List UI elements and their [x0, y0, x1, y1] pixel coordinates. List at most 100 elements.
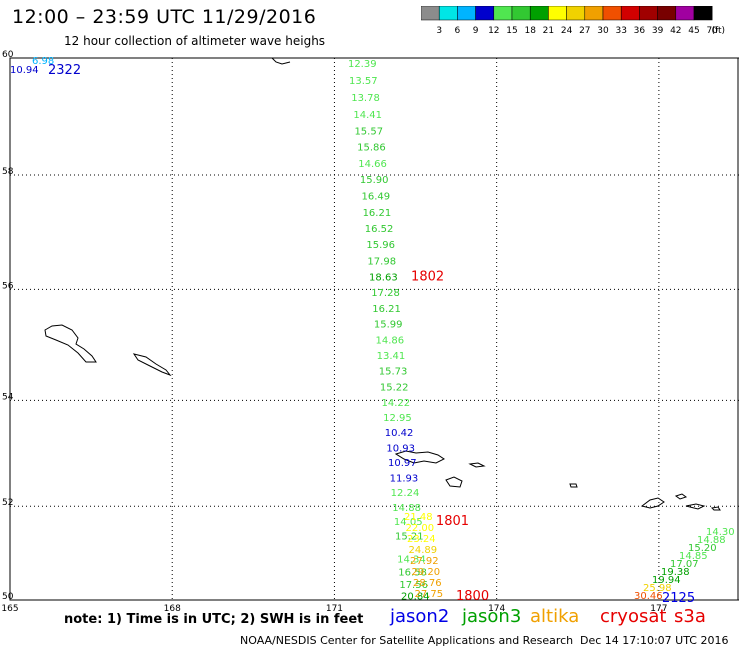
colorbar-tick-label: 21 [543, 26, 554, 36]
lat-tick-label: 58 [2, 167, 14, 177]
colorbar-tick-label: 18 [524, 26, 536, 36]
colorbar-swatch [639, 6, 658, 21]
colorbar-tick-label: 70 [706, 26, 718, 36]
colorbar-unit-label: (ft) [711, 26, 725, 36]
colorbar-swatch [475, 6, 495, 21]
colorbar-swatch [548, 6, 567, 21]
wave-height-label: 6.98 [32, 56, 54, 67]
wave-height-label: 15.22 [380, 383, 409, 394]
wave-height-label: 14.34 [397, 555, 426, 566]
wave-height-label: 30.46 [634, 591, 663, 602]
wave-height-label: 16.52 [365, 224, 394, 235]
colorbar-tick-label: 33 [615, 26, 626, 36]
colorbar-tick-label: 15 [506, 26, 517, 36]
legend-s3a: s3a [674, 606, 706, 627]
colorbar-tick-label: 9 [473, 26, 479, 36]
colorbar-tick-label: 42 [670, 26, 681, 36]
wave-height-label: 13.78 [351, 93, 380, 104]
wave-height-label: 28.76 [413, 578, 442, 589]
wave-height-label: 23.24 [407, 534, 436, 545]
lat-tick-label: 60 [2, 50, 14, 60]
color-scale-legend: 3 6 9 12 15 18 21 24 27 30 33 36 39 42 45 70(ft) [421, 6, 725, 36]
wave-height-label: 20.84 [401, 591, 430, 602]
wave-height-label: 21.48 [404, 512, 433, 523]
track-time-label: 2125 [662, 591, 695, 606]
colorbar-swatch [620, 6, 640, 21]
footer-timestamp: Dec 14 17:10:07 UTC 2016 [580, 634, 729, 647]
wave-height-label: 12.95 [383, 413, 412, 424]
wave-height-label: 11.93 [390, 473, 419, 484]
wave-height-label: 27.92 [410, 556, 439, 567]
lat-tick-label: 52 [2, 498, 13, 508]
wave-height-label: 15.99 [374, 320, 403, 331]
wave-height-label: 18.63 [369, 272, 398, 283]
wave-height-label: 27.75 [415, 589, 444, 600]
colorbar-swatch [457, 6, 476, 21]
wave-height-label: 12.39 [348, 59, 377, 70]
colorbar-swatch [438, 6, 458, 21]
wave-height-label: 13.41 [377, 351, 406, 362]
wave-height-label: 14.88 [392, 503, 421, 514]
colorbar-swatch [675, 6, 695, 21]
lon-tick-label: 177 [650, 604, 667, 614]
colorbar-swatch [602, 6, 622, 21]
lon-tick-label: 174 [488, 604, 505, 614]
island-small-2 [569, 483, 578, 488]
wave-height-label: 16.49 [361, 191, 390, 202]
legend-cryosat: cryosat [600, 606, 667, 627]
colorbar-tick-label: 27 [579, 26, 590, 36]
lat-tick-label: 56 [2, 281, 14, 291]
colorbar-tick-label: 30 [597, 26, 609, 36]
lon-tick-label: 165 [1, 604, 18, 614]
wave-height-label: 15.73 [379, 367, 408, 378]
colorbar-swatch [657, 6, 677, 21]
track-time-label: 1800 [456, 589, 489, 604]
wave-height-label: 22.00 [406, 523, 435, 534]
colorbar-tick-label: 45 [688, 26, 699, 36]
wave-height-label: 24.89 [409, 545, 438, 556]
wave-height-label: 14.41 [353, 110, 382, 121]
page-title: 12:00 – 23:59 UTC 11/29/2016 [12, 6, 317, 28]
wave-height-label: 16.21 [363, 208, 392, 219]
lon-tick-label: 168 [164, 604, 181, 614]
island-rat-group [640, 497, 665, 509]
colorbar-swatch [529, 6, 549, 21]
colorbar-swatch [421, 6, 440, 21]
colorbar-tick-label: 6 [455, 26, 461, 36]
wave-height-label: 14.05 [394, 517, 423, 528]
wave-height-label: 19.94 [652, 575, 681, 586]
wave-height-label: 17.56 [399, 580, 428, 591]
wave-height-label: 14.30 [706, 527, 735, 538]
wave-height-label: 12.24 [391, 488, 420, 499]
wave-height-label: 10.42 [385, 428, 414, 439]
colorbar-tick-label: 36 [634, 26, 646, 36]
colorbar-swatch [566, 6, 586, 21]
wave-height-label: 10.94 [10, 65, 39, 76]
island-medny [132, 353, 172, 377]
track-time-label: 2322 [48, 63, 81, 78]
lon-tick-label: 171 [326, 604, 343, 614]
wave-height-label: 14.22 [381, 398, 410, 409]
units-note: note: 1) Time is in UTC; 2) SWH is in fe… [64, 612, 364, 627]
wave-height-label: 10.97 [388, 458, 417, 469]
island-agattu [445, 476, 463, 488]
map-frame [9, 57, 739, 601]
wave-height-label: 14.88 [697, 535, 726, 546]
island-small-1 [468, 462, 486, 468]
wave-height-label: 15.20 [688, 543, 717, 554]
legend-jason2: jason2 [390, 606, 450, 627]
page-subtitle: 12 hour collection of altimeter wave hei… [64, 34, 326, 48]
wave-height-label: 15.96 [366, 240, 395, 251]
coastline-layer [44, 57, 721, 511]
wave-height-label: 15.86 [357, 143, 386, 154]
wave-height-label: 14.85 [679, 551, 708, 562]
wave-height-label: 15.21 [395, 531, 424, 542]
lat-tick-label: 54 [2, 392, 14, 402]
island-kiska [685, 503, 706, 510]
wave-height-label: 10.93 [386, 443, 415, 454]
island-small-3 [674, 493, 688, 500]
track-time-label: 1801 [436, 514, 469, 529]
colorbar-tick-label: 39 [652, 26, 664, 36]
coast-top-fragment [271, 57, 291, 65]
wave-height-label: 15.90 [360, 175, 389, 186]
